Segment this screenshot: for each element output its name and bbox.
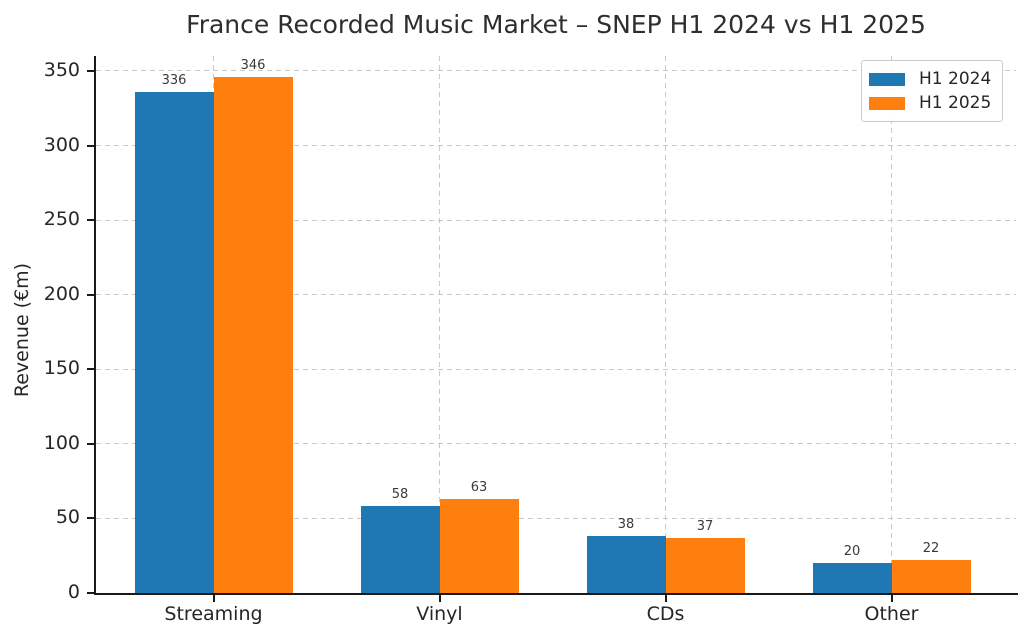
bar-value-label: 336	[161, 72, 187, 88]
y-tick-label: 100	[43, 431, 80, 454]
bar-h1-2024	[134, 91, 214, 593]
y-tick-mark	[87, 442, 96, 445]
bar-value-label: 38	[617, 517, 635, 533]
bar-value-label: 58	[391, 487, 409, 503]
h-gridline	[96, 517, 1016, 519]
legend-item: H1 2024	[869, 67, 996, 91]
y-tick-mark	[87, 293, 96, 296]
y-tick-label: 300	[43, 133, 80, 156]
v-gridline	[891, 56, 892, 593]
legend-label: H1 2024	[919, 69, 992, 89]
y-axis-spine	[94, 56, 96, 595]
h-gridline	[96, 145, 1016, 146]
bar-h1-2025	[891, 560, 971, 593]
y-tick-label: 250	[43, 208, 80, 231]
x-tick-label: Streaming	[164, 603, 263, 625]
x-tick-mark	[664, 595, 667, 602]
bar-h1-2024	[812, 563, 892, 593]
v-gridline	[665, 56, 666, 593]
y-tick-mark	[87, 517, 96, 520]
chart-title: France Recorded Music Market – SNEP H1 2…	[186, 10, 926, 39]
legend-item: H1 2025	[869, 91, 996, 115]
y-tick-label: 0	[67, 581, 80, 603]
h-gridline	[96, 70, 1016, 72]
x-axis-spine	[94, 593, 1018, 595]
bar-h1-2024	[586, 536, 666, 593]
v-gridline	[439, 56, 440, 593]
x-tick-label: Other	[864, 603, 919, 625]
bar-value-label: 63	[470, 480, 488, 496]
bar-h1-2025	[439, 499, 519, 593]
bar-h1-2025	[665, 537, 745, 593]
legend-swatch	[869, 72, 905, 86]
h-gridline	[96, 443, 1016, 445]
h-gridline	[96, 294, 1016, 296]
bar-value-label: 22	[922, 541, 940, 557]
bar-h1-2024	[360, 506, 440, 593]
x-tick-mark	[438, 595, 441, 602]
y-tick-mark	[87, 368, 96, 371]
x-tick-label: Vinyl	[416, 603, 463, 625]
y-tick-mark	[87, 144, 96, 147]
y-tick-mark	[87, 592, 96, 594]
y-tick-label: 200	[43, 282, 80, 305]
h-gridline	[96, 368, 1016, 370]
x-tick-label: CDs	[646, 603, 685, 625]
y-tick-label: 50	[55, 506, 80, 529]
legend-label: H1 2025	[919, 93, 992, 113]
x-tick-mark	[890, 595, 893, 602]
bar-value-label: 346	[240, 57, 266, 73]
y-tick-mark	[87, 219, 96, 222]
legend: H1 2024 H1 2025	[861, 60, 1003, 122]
legend-swatch	[869, 96, 905, 110]
h-gridline	[96, 219, 1016, 221]
bar-h1-2025	[213, 76, 293, 593]
x-tick-mark	[212, 595, 215, 602]
bar-value-label: 20	[843, 544, 861, 560]
y-tick-label: 150	[43, 357, 80, 380]
bar-value-label: 37	[696, 518, 714, 534]
y-tick-label: 350	[43, 58, 80, 81]
y-tick-mark	[87, 69, 96, 72]
